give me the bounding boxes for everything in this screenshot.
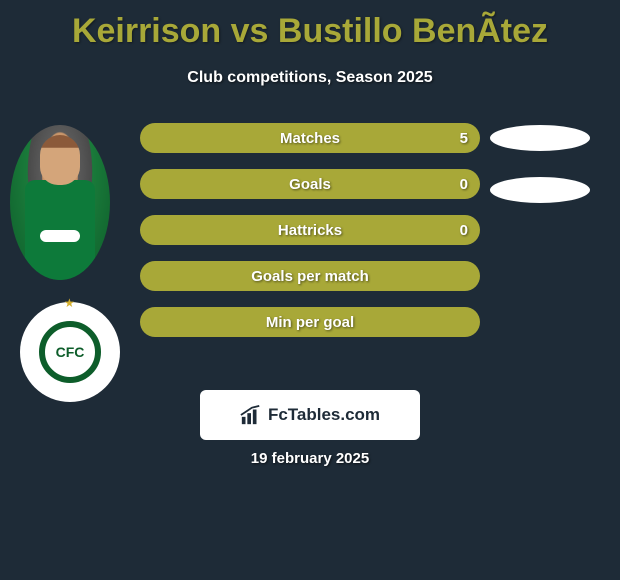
stat-label: Matches (280, 130, 340, 147)
subtitle: Club competitions, Season 2025 (0, 69, 620, 87)
stats-area: Matches 5 Goals 0 Hattricks 0 Goals per match M… (140, 123, 480, 353)
stat-row: Min per goal (140, 307, 480, 337)
player1-photo (10, 125, 110, 280)
stat-value: 0 (460, 222, 468, 239)
player1-sponsor-logo (40, 230, 80, 242)
stat-label: Goals (289, 176, 331, 193)
team-badge: ★ CFC (20, 302, 120, 402)
team-badge-text: CFC (56, 344, 85, 360)
brand-logo[interactable]: FcTables.com (200, 390, 420, 440)
player2-placeholder-oval (490, 177, 590, 203)
footer-date: 19 february 2025 (0, 450, 620, 467)
stat-row: Goals 0 (140, 169, 480, 199)
star-icon: ★ (64, 296, 75, 310)
stat-label: Min per goal (266, 314, 354, 331)
stat-value: 5 (460, 130, 468, 147)
chart-icon (240, 404, 262, 426)
stat-row: Hattricks 0 (140, 215, 480, 245)
player1-head (40, 135, 80, 185)
team-badge-ring: CFC (39, 321, 101, 383)
stat-row: Goals per match (140, 261, 480, 291)
stat-value: 0 (460, 176, 468, 193)
brand-text: FcTables.com (268, 405, 380, 425)
player2-placeholder-oval (490, 125, 590, 151)
stat-label: Goals per match (251, 268, 369, 285)
stat-row: Matches 5 (140, 123, 480, 153)
stat-label: Hattricks (278, 222, 342, 239)
page-title: Keirrison vs Bustillo BenÃ­tez (0, 0, 620, 51)
